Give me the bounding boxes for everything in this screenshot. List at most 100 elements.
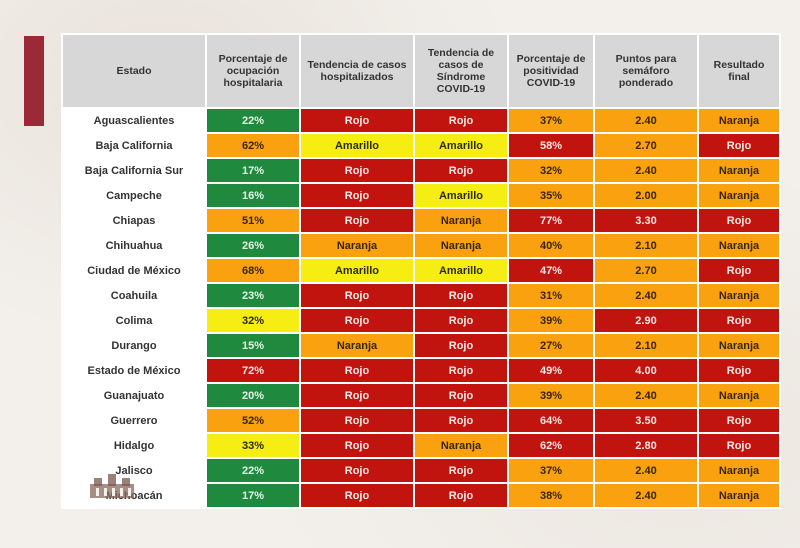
tendencia-sindrome-cell: Rojo xyxy=(415,309,507,332)
header-positividad: Porcentaje de positividad COVID-19 xyxy=(509,35,593,107)
resultado-cell: Rojo xyxy=(699,359,779,382)
puntos-cell: 2.40 xyxy=(595,109,697,132)
estado-cell: Chiapas xyxy=(63,209,205,232)
ocupacion-cell: 23% xyxy=(207,284,299,307)
tendencia-sindrome-cell: Rojo xyxy=(415,409,507,432)
positividad-cell: 37% xyxy=(509,109,593,132)
estado-cell: Coahuila xyxy=(63,284,205,307)
tendencia-hospitalizados-cell: Amarillo xyxy=(301,134,413,157)
positividad-cell: 49% xyxy=(509,359,593,382)
positividad-cell: 38% xyxy=(509,484,593,507)
ocupacion-cell: 22% xyxy=(207,459,299,482)
tendencia-hospitalizados-cell: Rojo xyxy=(301,109,413,132)
positividad-cell: 62% xyxy=(509,434,593,457)
ocupacion-cell: 17% xyxy=(207,484,299,507)
ocupacion-cell: 52% xyxy=(207,409,299,432)
estado-cell: Guerrero xyxy=(63,409,205,432)
positividad-cell: 31% xyxy=(509,284,593,307)
table-row: Ciudad de México 68% Amarillo Amarillo 47% 2.… xyxy=(63,259,779,282)
resultado-cell: Rojo xyxy=(699,409,779,432)
puntos-cell: 2.40 xyxy=(595,159,697,182)
table-row: Baja California Sur 17% Rojo Rojo 32% 2.40 Nar… xyxy=(63,159,779,182)
tendencia-sindrome-cell: Rojo xyxy=(415,284,507,307)
table-row: Guerrero 52% Rojo Rojo 64% 3.50 Rojo xyxy=(63,409,779,432)
tendencia-hospitalizados-cell: Rojo xyxy=(301,484,413,507)
resultado-cell: Naranja xyxy=(699,484,779,507)
puntos-cell: 2.70 xyxy=(595,259,697,282)
positividad-cell: 58% xyxy=(509,134,593,157)
estado-cell: Aguascalientes xyxy=(63,109,205,132)
puntos-cell: 2.00 xyxy=(595,184,697,207)
tendencia-sindrome-cell: Naranja xyxy=(415,234,507,257)
positividad-cell: 39% xyxy=(509,309,593,332)
ocupacion-cell: 68% xyxy=(207,259,299,282)
puntos-cell: 2.10 xyxy=(595,234,697,257)
table-row: Durango 15% Naranja Rojo 27% 2.10 Naranja xyxy=(63,334,779,357)
puntos-cell: 2.40 xyxy=(595,284,697,307)
table-row: Guanajuato 20% Rojo Rojo 39% 2.40 Naranja xyxy=(63,384,779,407)
ocupacion-cell: 17% xyxy=(207,159,299,182)
tendencia-hospitalizados-cell: Rojo xyxy=(301,309,413,332)
puntos-cell: 3.30 xyxy=(595,209,697,232)
estado-cell: Durango xyxy=(63,334,205,357)
puntos-cell: 2.40 xyxy=(595,459,697,482)
resultado-cell: Rojo xyxy=(699,434,779,457)
header-estado: Estado xyxy=(63,35,205,107)
resultado-cell: Rojo xyxy=(699,209,779,232)
estado-cell: Colima xyxy=(63,309,205,332)
resultado-cell: Rojo xyxy=(699,134,779,157)
semaforo-table: Estado Porcentaje de ocupación hospitala… xyxy=(61,33,781,509)
header-ocupacion: Porcentaje de ocupación hospitalaria xyxy=(207,35,299,107)
resultado-cell: Naranja xyxy=(699,284,779,307)
tendencia-sindrome-cell: Rojo xyxy=(415,109,507,132)
building-emblem-icon xyxy=(90,474,134,498)
tendencia-sindrome-cell: Rojo xyxy=(415,384,507,407)
tendencia-hospitalizados-cell: Rojo xyxy=(301,284,413,307)
positividad-cell: 47% xyxy=(509,259,593,282)
header-tendencia-hospitalizados: Tendencia de casos hospitalizados xyxy=(301,35,413,107)
table-row: Colima 32% Rojo Rojo 39% 2.90 Rojo xyxy=(63,309,779,332)
ocupacion-cell: 32% xyxy=(207,309,299,332)
estado-cell: Guanajuato xyxy=(63,384,205,407)
puntos-cell: 3.50 xyxy=(595,409,697,432)
ocupacion-cell: 20% xyxy=(207,384,299,407)
positividad-cell: 64% xyxy=(509,409,593,432)
estado-cell: Chihuahua xyxy=(63,234,205,257)
estado-cell: Baja California Sur xyxy=(63,159,205,182)
header-puntos: Puntos para semáforo ponderado xyxy=(595,35,697,107)
positividad-cell: 77% xyxy=(509,209,593,232)
tendencia-hospitalizados-cell: Rojo xyxy=(301,459,413,482)
tendencia-hospitalizados-cell: Amarillo xyxy=(301,259,413,282)
table-row: Hidalgo 33% Rojo Naranja 62% 2.80 Rojo xyxy=(63,434,779,457)
ocupacion-cell: 33% xyxy=(207,434,299,457)
table-row: Jalisco 22% Rojo Rojo 37% 2.40 Naranja xyxy=(63,459,779,482)
tendencia-sindrome-cell: Rojo xyxy=(415,359,507,382)
tendencia-hospitalizados-cell: Rojo xyxy=(301,384,413,407)
table-row: Estado de México 72% Rojo Rojo 49% 4.00 Rojo xyxy=(63,359,779,382)
resultado-cell: Rojo xyxy=(699,309,779,332)
header-resultado: Resultado final xyxy=(699,35,779,107)
resultado-cell: Naranja xyxy=(699,384,779,407)
tendencia-sindrome-cell: Amarillo xyxy=(415,184,507,207)
positividad-cell: 35% xyxy=(509,184,593,207)
puntos-cell: 2.90 xyxy=(595,309,697,332)
table-row: Chiapas 51% Rojo Naranja 77% 3.30 Rojo xyxy=(63,209,779,232)
tendencia-sindrome-cell: Rojo xyxy=(415,159,507,182)
tendencia-hospitalizados-cell: Rojo xyxy=(301,159,413,182)
table-row: Campeche 16% Rojo Amarillo 35% 2.00 Naranja xyxy=(63,184,779,207)
ocupacion-cell: 16% xyxy=(207,184,299,207)
positividad-cell: 27% xyxy=(509,334,593,357)
estado-cell: Ciudad de México xyxy=(63,259,205,282)
tendencia-hospitalizados-cell: Naranja xyxy=(301,234,413,257)
resultado-cell: Naranja xyxy=(699,334,779,357)
resultado-cell: Naranja xyxy=(699,234,779,257)
puntos-cell: 2.70 xyxy=(595,134,697,157)
resultado-cell: Rojo xyxy=(699,259,779,282)
table-row: Chihuahua 26% Naranja Naranja 40% 2.10 Naranja xyxy=(63,234,779,257)
ocupacion-cell: 22% xyxy=(207,109,299,132)
tendencia-sindrome-cell: Naranja xyxy=(415,209,507,232)
tendencia-sindrome-cell: Rojo xyxy=(415,334,507,357)
table-header-row: Estado Porcentaje de ocupación hospitala… xyxy=(63,35,779,107)
puntos-cell: 2.80 xyxy=(595,434,697,457)
